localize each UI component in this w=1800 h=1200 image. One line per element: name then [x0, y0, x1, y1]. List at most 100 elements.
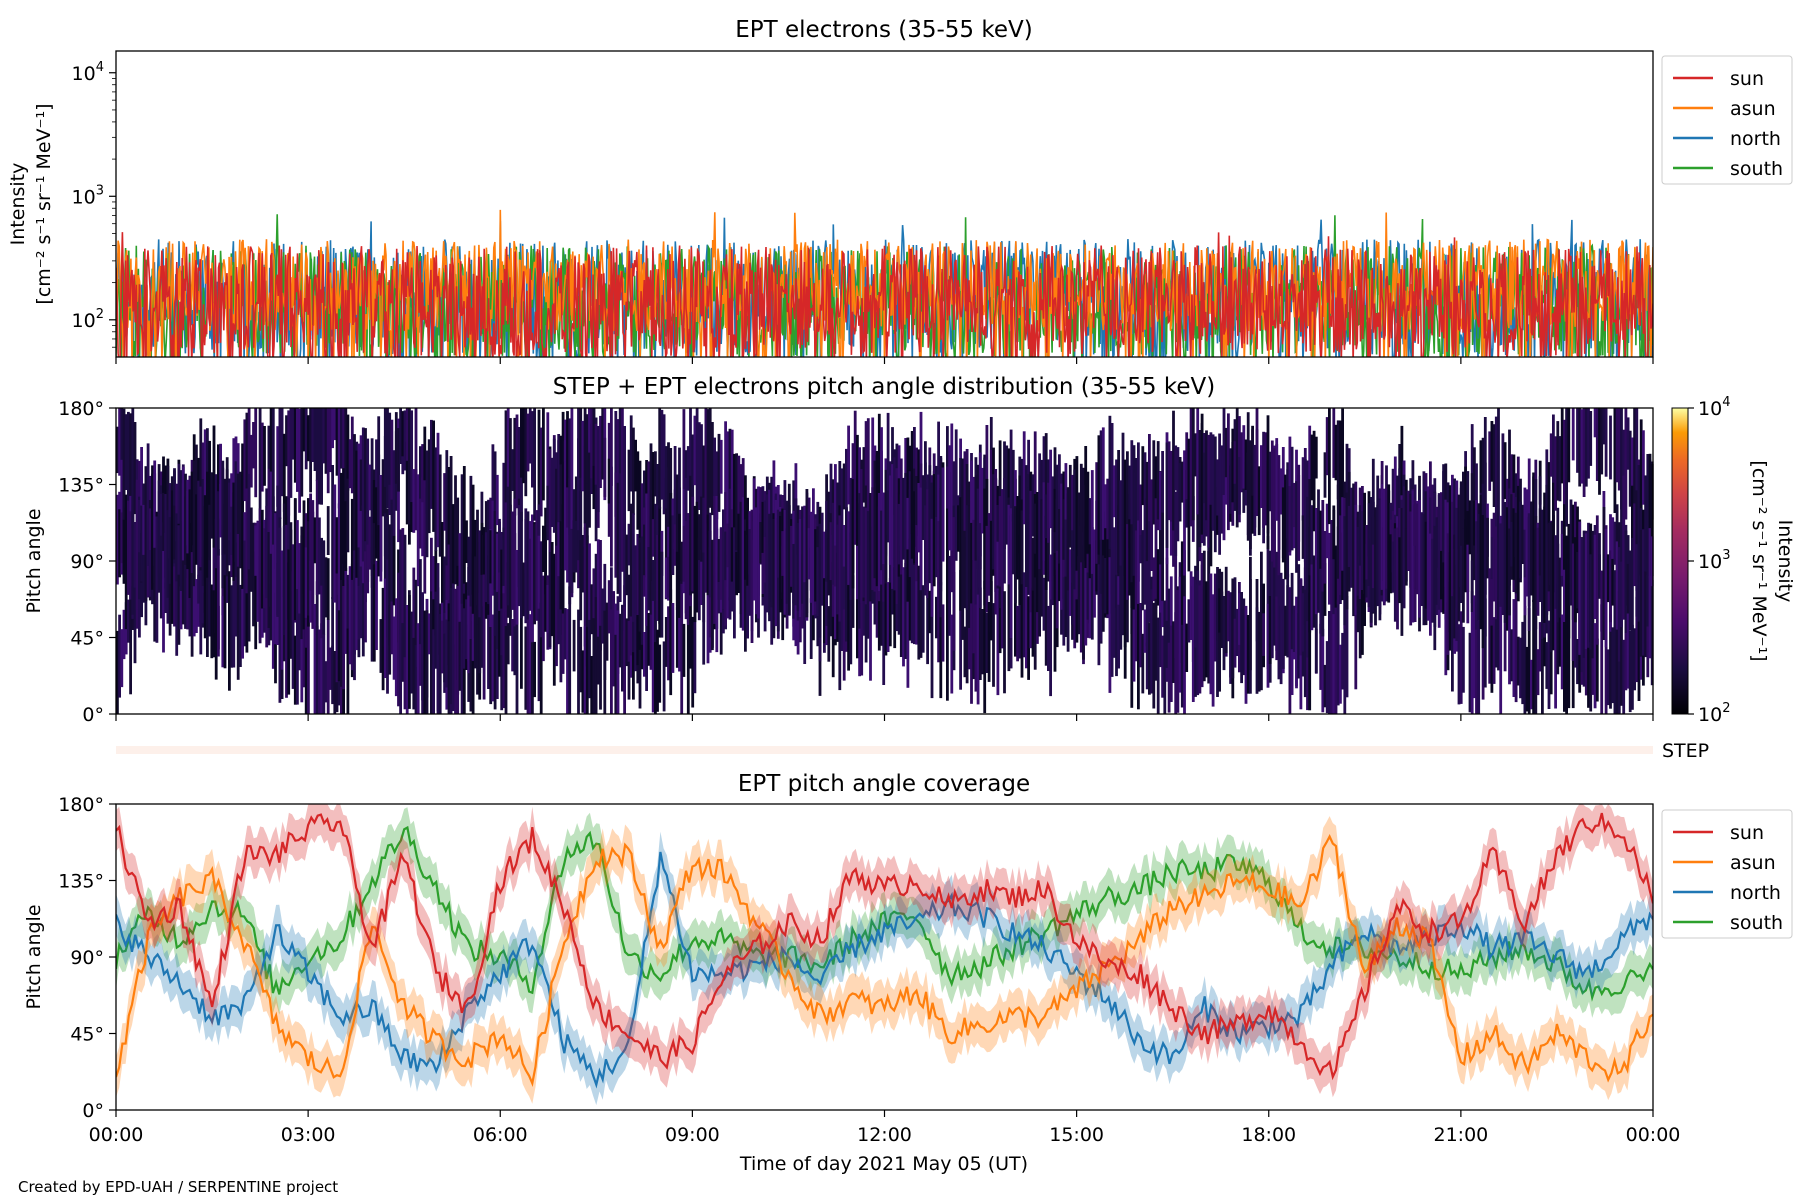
heatmap-cell	[1137, 603, 1140, 710]
heatmap-cell	[992, 603, 995, 687]
heatmap-cell	[992, 516, 995, 570]
heatmap-cell	[919, 522, 923, 658]
heatmap-cell	[1027, 487, 1030, 595]
heatmap-cell	[724, 421, 727, 552]
heatmap-cell	[282, 526, 286, 635]
heatmap-cell	[660, 409, 664, 500]
heatmap-cell	[1310, 555, 1314, 631]
heatmap-cell	[1189, 571, 1193, 640]
heatmap-cell	[588, 619, 591, 699]
heatmap-cell	[1571, 543, 1575, 661]
heatmap-cell	[344, 567, 348, 654]
heatmap-cell	[1444, 499, 1448, 587]
heatmap-cell	[1249, 556, 1252, 671]
heatmap-cell	[399, 529, 402, 635]
heatmap-cell	[1141, 633, 1145, 694]
heatmap-cell	[173, 566, 176, 627]
heatmap-cell	[311, 500, 315, 604]
heatmap-cell	[961, 519, 965, 640]
heatmap-cell	[792, 544, 796, 619]
heatmap-cell	[899, 458, 903, 575]
heatmap-cell	[1358, 505, 1362, 566]
heatmap-cell	[849, 477, 853, 600]
heatmap-cell	[1174, 612, 1178, 714]
heatmap-cell	[1295, 596, 1298, 687]
heatmap-cell	[634, 439, 637, 492]
heatmap-cell	[392, 535, 396, 606]
heatmap-cell	[761, 552, 765, 594]
time-axis-ticks: 00:00 03:00 06:00 09:00 12:00 15:00 18:00 21:00…	[89, 357, 1680, 1146]
heatmap-cell	[629, 503, 633, 617]
heatmap-cell	[682, 409, 686, 545]
heatmap-cell	[643, 632, 646, 677]
heatmap-cell	[359, 510, 363, 620]
heatmap-cell	[985, 525, 989, 613]
heatmap-cell	[1123, 459, 1127, 576]
heatmap-cell	[1420, 512, 1424, 606]
heatmap-cell	[596, 426, 600, 513]
heatmap-cell	[548, 550, 552, 648]
heatmap-cell	[588, 408, 591, 453]
heatmap-cell	[1270, 440, 1274, 562]
heatmap-cell	[1202, 550, 1206, 682]
heatmap-cell	[335, 517, 339, 574]
heatmap-cell	[1312, 555, 1316, 628]
heatmap-cell	[118, 408, 121, 476]
heatmap-cell	[836, 524, 839, 615]
heatmap-cell	[1341, 497, 1344, 571]
heatmap-cell	[888, 578, 892, 647]
heatmap-cell	[1593, 534, 1597, 619]
heatmap-cell	[1093, 529, 1096, 618]
heatmap-cell	[1031, 587, 1035, 657]
heatmap-cell	[658, 534, 662, 638]
heatmap-cell	[1595, 408, 1599, 481]
heatmap-cell	[166, 465, 170, 554]
heatmap-cell	[1044, 494, 1048, 539]
footer-credit: Created by EPD-UAH / SERPENTINE project	[18, 1178, 338, 1196]
heatmap-cell	[957, 505, 960, 552]
heatmap-cell	[875, 451, 879, 587]
heatmap-cell	[1292, 482, 1296, 528]
heatmap-cell	[583, 626, 587, 714]
heatmap-cell	[1501, 488, 1505, 615]
heatmap-cell	[203, 429, 207, 507]
heatmap-cell	[287, 497, 291, 588]
heatmap-cell	[1003, 591, 1006, 694]
heatmap-cell	[1174, 445, 1178, 491]
heatmap-cell	[862, 447, 866, 503]
heatmap-cell	[1547, 522, 1551, 592]
heatmap-cell	[221, 596, 225, 668]
heatmap-cell	[695, 501, 699, 613]
heatmap-cell	[1260, 445, 1263, 508]
heatmap-cell	[574, 489, 578, 573]
heatmap-cell	[994, 478, 998, 615]
heatmap-cell	[1582, 530, 1586, 658]
heatmap-cell	[1097, 564, 1101, 666]
heatmap-cell	[188, 573, 192, 637]
heatmap-cell	[1567, 408, 1571, 483]
heatmap-cell	[1161, 635, 1164, 698]
heatmap-cell	[271, 544, 275, 669]
heatmap-cell	[823, 531, 826, 579]
colorbar-tick-label: 102	[1698, 701, 1730, 726]
heatmap-cell	[1068, 464, 1072, 548]
heatmap-cell	[798, 519, 802, 617]
heatmap-cell	[1011, 514, 1015, 575]
heatmap-cell	[871, 487, 875, 590]
heatmap-cell	[937, 521, 940, 613]
heatmap-cell	[217, 549, 220, 650]
heatmap-cell	[1358, 556, 1362, 599]
heatmap-cell	[884, 527, 888, 656]
heatmap-cell	[1251, 429, 1254, 496]
time-axis-label: Time of day 2021 May 05 (UT)	[739, 1153, 1028, 1175]
heatmap-cell	[1033, 431, 1037, 553]
heatmap-cell	[1589, 630, 1593, 712]
heatmap-cell	[1490, 421, 1494, 482]
heatmap-cell	[1189, 408, 1193, 527]
heatmap-cell	[1117, 450, 1120, 573]
heatmap-cell	[963, 626, 967, 678]
heatmap-cell	[177, 525, 181, 645]
heatmap-cell	[1108, 557, 1112, 693]
heatmap-cell	[910, 550, 914, 644]
heatmap-cell	[1584, 408, 1588, 487]
